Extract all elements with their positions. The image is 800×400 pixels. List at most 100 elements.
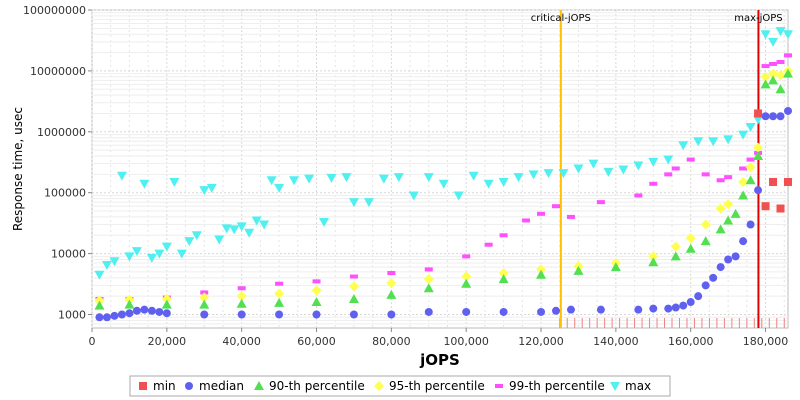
x-tick-label: 60,000: [297, 335, 336, 348]
point-90-th-percentile: [715, 224, 726, 234]
point-90-th-percentile: [498, 274, 509, 284]
point-max: [266, 176, 277, 186]
point-99-th-percentile: [499, 233, 508, 238]
y-tick-label: 10000000: [30, 65, 86, 78]
point-median: [424, 307, 433, 316]
point-95-th-percentile: [274, 288, 285, 299]
point-median: [671, 303, 680, 312]
point-99-th-percentile: [686, 157, 695, 162]
point-99-th-percentile: [769, 61, 778, 66]
reference-lines: critical-jOPS max-jOPS: [531, 10, 783, 328]
point-90-th-percentile: [775, 84, 786, 94]
point-max: [259, 220, 270, 230]
point-99-th-percentile: [739, 166, 748, 171]
point-median: [694, 292, 703, 301]
point-99-th-percentile: [237, 286, 246, 291]
point-max: [319, 218, 329, 228]
point-90-th-percentile: [610, 262, 621, 272]
point-99-th-percentile: [537, 211, 546, 216]
point-max: [745, 122, 756, 132]
x-tick-label: 40,000: [222, 335, 261, 348]
point-median: [701, 281, 710, 290]
point-max: [760, 30, 771, 40]
point-90-th-percentile: [423, 283, 434, 293]
point-max: [363, 198, 374, 208]
point-95-th-percentile: [745, 162, 756, 173]
point-max: [199, 186, 210, 196]
point-90-th-percentile: [124, 299, 135, 309]
point-95-th-percentile: [723, 199, 734, 210]
point-max: [146, 253, 157, 263]
point-max: [131, 247, 142, 257]
point-median: [125, 309, 134, 318]
point-max: [453, 191, 464, 201]
point-max: [723, 135, 734, 145]
point-90-th-percentile: [94, 300, 105, 310]
point-median: [596, 305, 605, 314]
point-median: [784, 106, 792, 115]
point-max: [326, 173, 337, 183]
y-axis-title: Response time, usec: [11, 107, 25, 231]
point-99-th-percentile: [701, 172, 710, 177]
point-90-th-percentile: [648, 257, 659, 267]
legend-box: [129, 375, 671, 397]
point-max: [498, 177, 509, 187]
point-max: [393, 173, 404, 183]
x-tick-label: 20,000: [148, 335, 187, 348]
point-90-th-percentile: [700, 236, 711, 246]
point-90-th-percentile: [311, 297, 322, 307]
point-max: [783, 30, 793, 40]
legend-marker-min: [139, 382, 147, 390]
point-max: [663, 155, 674, 165]
point-max: [378, 174, 389, 184]
data-points: [94, 27, 793, 322]
point-max: [139, 179, 150, 189]
point-99-th-percentile: [462, 254, 471, 259]
point-90-th-percentile: [274, 297, 285, 307]
point-95-th-percentile: [348, 281, 359, 292]
point-99-th-percentile: [634, 193, 643, 198]
point-median: [754, 186, 763, 195]
point-min: [754, 109, 763, 118]
y-tick-label: 100000000: [23, 4, 86, 17]
point-99-th-percentile: [784, 53, 792, 58]
point-99-th-percentile: [522, 218, 531, 223]
point-90-th-percentile: [461, 278, 472, 288]
legend-label-99-th-percentile: 99-th percentile: [509, 379, 605, 393]
point-99-th-percentile: [761, 64, 770, 69]
point-90-th-percentile: [348, 293, 359, 303]
point-90-th-percentile: [236, 298, 247, 308]
point-90-th-percentile: [685, 243, 696, 253]
point-median: [132, 306, 141, 315]
point-max: [468, 171, 479, 181]
point-max: [154, 249, 165, 259]
legend-label-max: max: [625, 379, 651, 393]
point-median: [664, 304, 673, 313]
point-95-th-percentile: [94, 295, 105, 306]
point-95-th-percentile: [423, 274, 434, 285]
legend-marker-95-th-percentile: [374, 381, 384, 391]
point-max: [274, 183, 285, 193]
y-tick-label: 1000: [58, 308, 86, 321]
x-tick-label: 120,000: [518, 335, 564, 348]
point-max: [124, 252, 135, 262]
point-max: [543, 169, 554, 179]
point-max: [618, 165, 629, 175]
point-max: [693, 137, 704, 147]
point-median: [776, 112, 785, 121]
point-max: [648, 157, 659, 167]
point-median: [566, 305, 575, 314]
point-99-th-percentile: [664, 172, 673, 177]
point-median: [499, 307, 508, 316]
point-max: [678, 141, 689, 151]
point-max: [633, 161, 644, 171]
reference-line-label: critical-jOPS: [531, 13, 591, 24]
point-max: [206, 183, 217, 193]
legend-label-min: min: [153, 379, 176, 393]
point-99-th-percentile: [716, 178, 725, 183]
point-99-th-percentile: [671, 166, 680, 171]
reference-line-label: max-jOPS: [734, 13, 782, 24]
legend: min median 90-th percentile 95-th percentil…: [129, 375, 671, 397]
y-axis-ticks: 1000 10000 100000 1000000 10000000 100000000: [23, 4, 92, 321]
point-99-th-percentile: [724, 175, 733, 180]
